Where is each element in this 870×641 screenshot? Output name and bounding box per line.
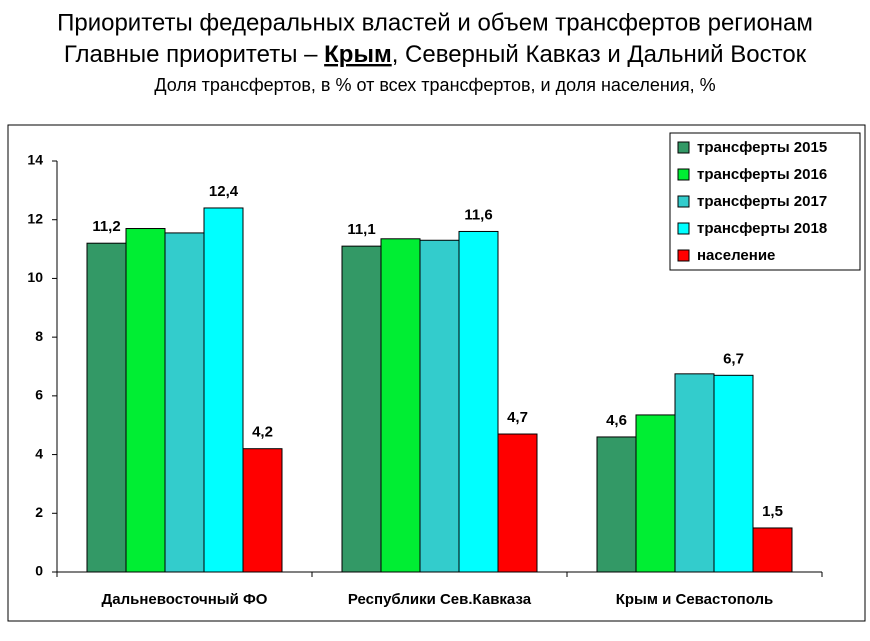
bar bbox=[635, 414, 676, 573]
y-tick-label: 6 bbox=[35, 387, 43, 403]
value-label: 11,2 bbox=[92, 218, 120, 235]
value-label: 11,1 bbox=[347, 221, 375, 238]
chart-subtitle: Главные приоритеты – Крым, Северный Кавк… bbox=[64, 41, 807, 68]
bar bbox=[380, 238, 421, 573]
bar bbox=[674, 373, 715, 573]
legend-box bbox=[669, 132, 861, 271]
bar bbox=[86, 242, 127, 573]
subtitle-emphasis: Крым bbox=[324, 41, 392, 68]
bar bbox=[713, 374, 754, 573]
x-tick-label: Крым и Севастополь bbox=[616, 591, 774, 608]
subtitle-part: Главные приоритеты – bbox=[64, 41, 324, 68]
legend-label: трансферты 2018 bbox=[697, 220, 827, 237]
legend-swatch bbox=[677, 222, 690, 235]
bar bbox=[419, 239, 460, 573]
y-tick-label: 8 bbox=[35, 328, 43, 344]
legend-swatch bbox=[677, 168, 690, 181]
value-label: 6,7 bbox=[723, 350, 744, 367]
subtitle-part: , Северный Кавказ и Дальний Восток bbox=[392, 41, 807, 68]
bar bbox=[164, 232, 205, 573]
value-label: 4,6 bbox=[606, 412, 627, 429]
x-tick-label: Дальневосточный ФО bbox=[102, 591, 268, 608]
value-label: 4,7 bbox=[507, 409, 528, 426]
chart-frame bbox=[7, 124, 866, 622]
bar bbox=[341, 245, 382, 573]
bar bbox=[497, 433, 538, 573]
legend-swatch bbox=[677, 249, 690, 262]
legend-swatch bbox=[677, 195, 690, 208]
x-tick-label: Республики Сев.Кавказа bbox=[348, 591, 532, 608]
legend-label: трансферты 2017 bbox=[697, 193, 827, 210]
y-tick-label: 0 bbox=[35, 563, 43, 579]
legend-label: трансферты 2015 bbox=[697, 139, 827, 156]
legend-label: трансферты 2016 bbox=[697, 166, 827, 183]
chart-caption: Доля трансфертов, в % от всех трансферто… bbox=[154, 75, 715, 95]
bar bbox=[458, 230, 499, 573]
y-tick-label: 14 bbox=[27, 152, 43, 168]
chart-title: Приоритеты федеральных властей и объем т… bbox=[57, 9, 813, 36]
bar bbox=[242, 448, 283, 573]
bar bbox=[203, 207, 244, 573]
value-label: 11,6 bbox=[464, 206, 492, 223]
y-tick-label: 12 bbox=[27, 210, 43, 226]
bar bbox=[125, 228, 166, 573]
bar bbox=[752, 527, 793, 573]
legend-label: население bbox=[697, 247, 775, 264]
y-tick-label: 10 bbox=[27, 269, 43, 285]
y-tick-label: 4 bbox=[35, 445, 43, 461]
value-label: 1,5 bbox=[762, 503, 783, 520]
value-label: 12,4 bbox=[209, 183, 239, 200]
y-tick-label: 2 bbox=[35, 504, 43, 520]
legend-swatch bbox=[677, 141, 690, 154]
bar bbox=[596, 436, 637, 573]
value-label: 4,2 bbox=[252, 424, 273, 441]
